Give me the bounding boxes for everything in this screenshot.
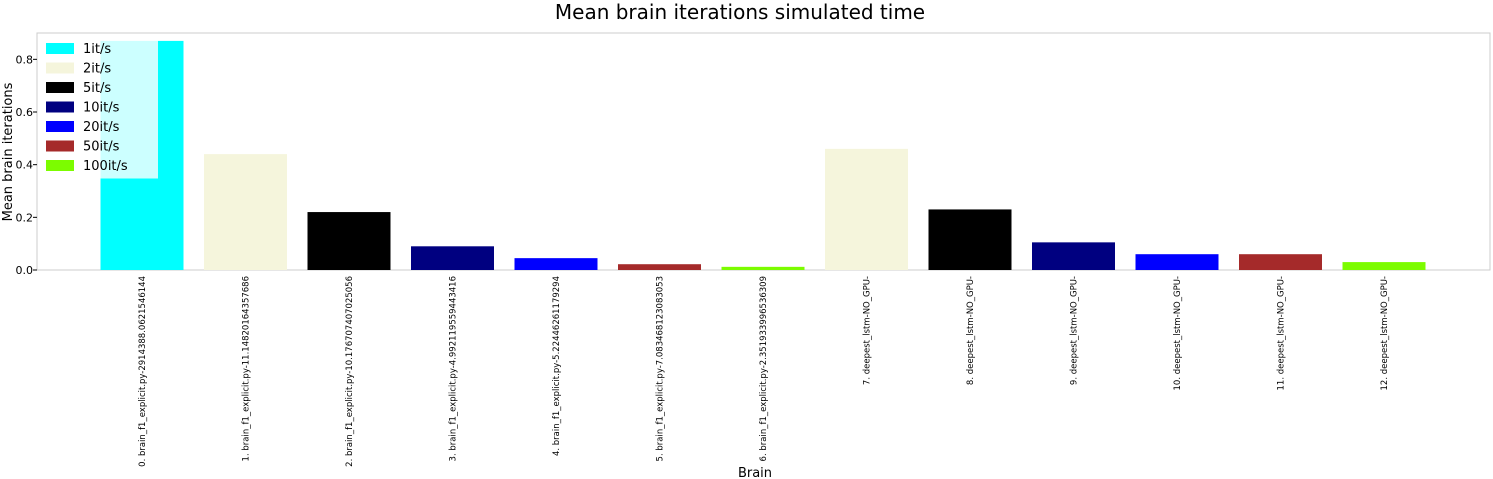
bar-11	[1239, 254, 1322, 270]
x-tick-label: 7. deepest_lstm-NO_GPU-	[863, 276, 873, 385]
x-tick-label: 9. deepest_lstm-NO_GPU-	[1070, 276, 1080, 385]
x-tick-label: 0. brain_f1_explicit.py-2914388.06215461…	[138, 276, 148, 467]
x-tick-label: 5. brain_f1_explicit.py-7.08346812308305…	[656, 276, 666, 461]
bar-5	[618, 264, 701, 270]
bar-3	[411, 246, 494, 270]
bar-9	[1032, 242, 1115, 270]
legend-swatch-4	[46, 121, 74, 132]
bar-1	[204, 154, 287, 270]
x-axis-title: Brain	[738, 466, 772, 479]
chart-title: Mean brain iterations simulated time	[555, 0, 925, 24]
x-tick-label: 6. brain_f1_explicit.py-2.35193399653630…	[759, 276, 769, 461]
x-tick-label: 11. deepest_lstm-NO_GPU-	[1277, 276, 1287, 390]
bar-4	[514, 258, 598, 270]
legend-label: 20it/s	[83, 120, 120, 135]
x-tick-label: 3. brain_f1_explicit.py-4.99211955944341…	[449, 276, 459, 461]
bar-12	[1342, 262, 1426, 270]
legend-swatch-0	[46, 43, 74, 54]
bar-8	[928, 209, 1012, 270]
legend-label: 10it/s	[83, 101, 120, 116]
y-tick-label: 0.6	[16, 106, 34, 119]
legend-label: 5it/s	[83, 81, 111, 96]
legend-label: 100it/s	[83, 159, 128, 174]
y-tick-label: 0.0	[16, 264, 34, 277]
legend: 1it/s 2it/s 5it/s 10it/s 20it/s 50it/s 100it/s	[40, 38, 158, 179]
bar-6	[721, 266, 805, 270]
legend-label: 1it/s	[83, 42, 111, 57]
legend-swatch-6	[46, 160, 74, 171]
x-tick-label: 4. brain_f1_explicit.py-5.22446261179294	[552, 276, 562, 456]
bar-10	[1135, 254, 1219, 270]
bar-2	[307, 212, 391, 270]
y-axis-ticks: 0.0 0.2 0.4 0.6 0.8	[16, 53, 37, 277]
legend-swatch-2	[46, 82, 74, 93]
legend-label: 2it/s	[83, 62, 111, 77]
x-tick-label: 8. deepest_lstm-NO_GPU-	[966, 276, 976, 385]
legend-swatch-1	[46, 62, 74, 74]
x-tick-label: 2. brain_f1_explicit.py-10.1767074070250…	[345, 276, 355, 467]
x-tick-label: 10. deepest_lstm-NO_GPU-	[1173, 276, 1183, 390]
y-tick-label: 0.4	[16, 159, 34, 172]
x-tick-label: 1. brain_f1_explicit.py-11.1482016435768…	[242, 276, 252, 461]
y-tick-label: 0.2	[16, 211, 34, 224]
y-axis-title: Mean brain iterations	[1, 82, 16, 221]
legend-swatch-3	[46, 101, 74, 113]
y-tick-label: 0.8	[16, 53, 34, 66]
x-tick-label: 12. deepest_lstm-NO_GPU-	[1380, 276, 1390, 390]
legend-swatch-5	[46, 140, 74, 152]
bar-7	[825, 148, 908, 270]
x-axis-ticks: 0. brain_f1_explicit.py-2914388.06215461…	[138, 276, 1390, 467]
legend-label: 50it/s	[83, 140, 120, 155]
